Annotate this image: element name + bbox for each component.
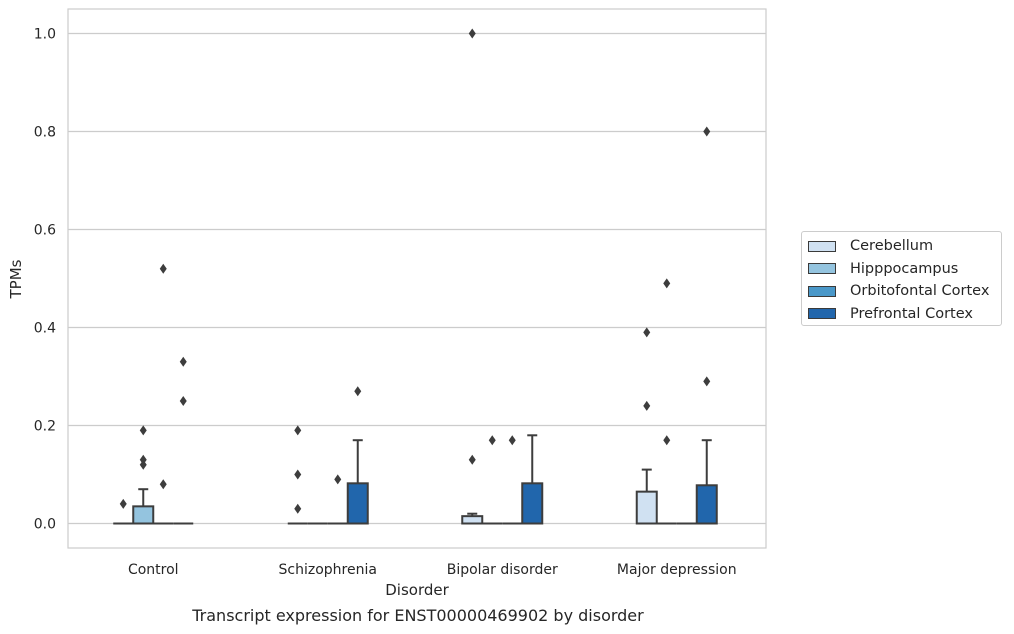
x-tick-label: Schizophrenia [279, 562, 377, 578]
outlier-point [179, 396, 187, 406]
y-tick-label: 0.4 [34, 321, 56, 337]
box-cerebellum [287, 425, 308, 525]
outlier-point [294, 425, 302, 436]
box-prefrontal-cortex [346, 386, 369, 525]
outlier-point [468, 454, 476, 465]
legend-label: Hipppocampus [850, 260, 959, 277]
plot-frame [67, 8, 767, 549]
box-body [132, 505, 155, 525]
box-series [113, 28, 718, 525]
box-hipppocampus [482, 435, 503, 525]
y-tick-labels: 0.0 0.2 0.4 0.6 0.8 1.0 [34, 27, 56, 533]
legend-item: Hipppocampus [808, 258, 1001, 281]
legend-item: Cerebellum [808, 235, 1001, 258]
legend-swatch [808, 240, 836, 252]
outlier-point [703, 376, 711, 387]
legend-swatch [808, 263, 836, 275]
x-tick-labels: Control Schizophrenia Bipolar disorder Majo… [128, 562, 737, 578]
box-body [695, 484, 718, 525]
gridlines [68, 32, 766, 525]
box-body [521, 482, 544, 525]
outlier-point [179, 356, 187, 367]
outlier-point [663, 278, 671, 289]
box-hipppocampus [132, 425, 155, 525]
outlier-point [294, 469, 302, 480]
box-prefrontal-cortex [521, 434, 544, 525]
outlier-point [468, 28, 476, 39]
legend-label: Prefrontal Cortex [850, 305, 973, 322]
outlier-point [354, 386, 362, 397]
x-axis-label: Disorder [385, 581, 449, 599]
x-tick-label: Major depression [617, 562, 737, 578]
outlier-point [488, 435, 496, 446]
legend: Cerebellum Hipppocampus Orbitofontal Corte… [801, 231, 1002, 326]
box-prefrontal-cortex [173, 356, 194, 525]
outlier-point [334, 474, 342, 485]
chart-caption: Transcript expression for ENST0000046990… [192, 606, 644, 625]
legend-label: Cerebellum [850, 238, 934, 255]
outlier-point [139, 425, 147, 436]
legend-item: Prefrontal Cortex [808, 303, 1001, 326]
legend-label: Orbitofontal Cortex [850, 283, 990, 300]
box-prefrontal-cortex [695, 126, 718, 525]
legend-item: Orbitofontal Cortex [808, 280, 1001, 303]
y-tick-label: 0.8 [34, 125, 56, 141]
box-body [635, 490, 658, 525]
y-tick-label: 1.0 [34, 27, 56, 43]
y-axis-label: TPMs [7, 259, 25, 299]
legend-swatch [808, 308, 836, 320]
box-body [346, 482, 369, 525]
box-cerebellum [461, 28, 484, 525]
x-tick-label: Bipolar disorder [447, 562, 558, 578]
box-cerebellum [113, 498, 134, 525]
outlier-point [159, 263, 167, 274]
outlier-point [508, 435, 516, 446]
outlier-point [159, 479, 167, 490]
outlier-point [119, 498, 127, 509]
outlier-point [663, 435, 671, 446]
outlier-point [643, 327, 651, 338]
outlier-point [294, 503, 302, 514]
box-hipppocampus [656, 278, 677, 525]
box-orbitofontal-cortex [502, 435, 523, 525]
outlier-point [643, 400, 651, 411]
y-tick-label: 0.0 [34, 517, 56, 533]
box-cerebellum [635, 327, 658, 525]
outlier-point [703, 126, 711, 137]
y-tick-label: 0.2 [34, 419, 56, 435]
box-orbitofontal-cortex [327, 474, 348, 525]
legend-swatch [808, 285, 836, 297]
outlier-point [139, 454, 147, 465]
y-tick-label: 0.6 [34, 223, 56, 239]
box-body [461, 515, 484, 525]
box-orbitofontal-cortex [153, 263, 174, 525]
x-tick-label: Control [128, 562, 179, 578]
